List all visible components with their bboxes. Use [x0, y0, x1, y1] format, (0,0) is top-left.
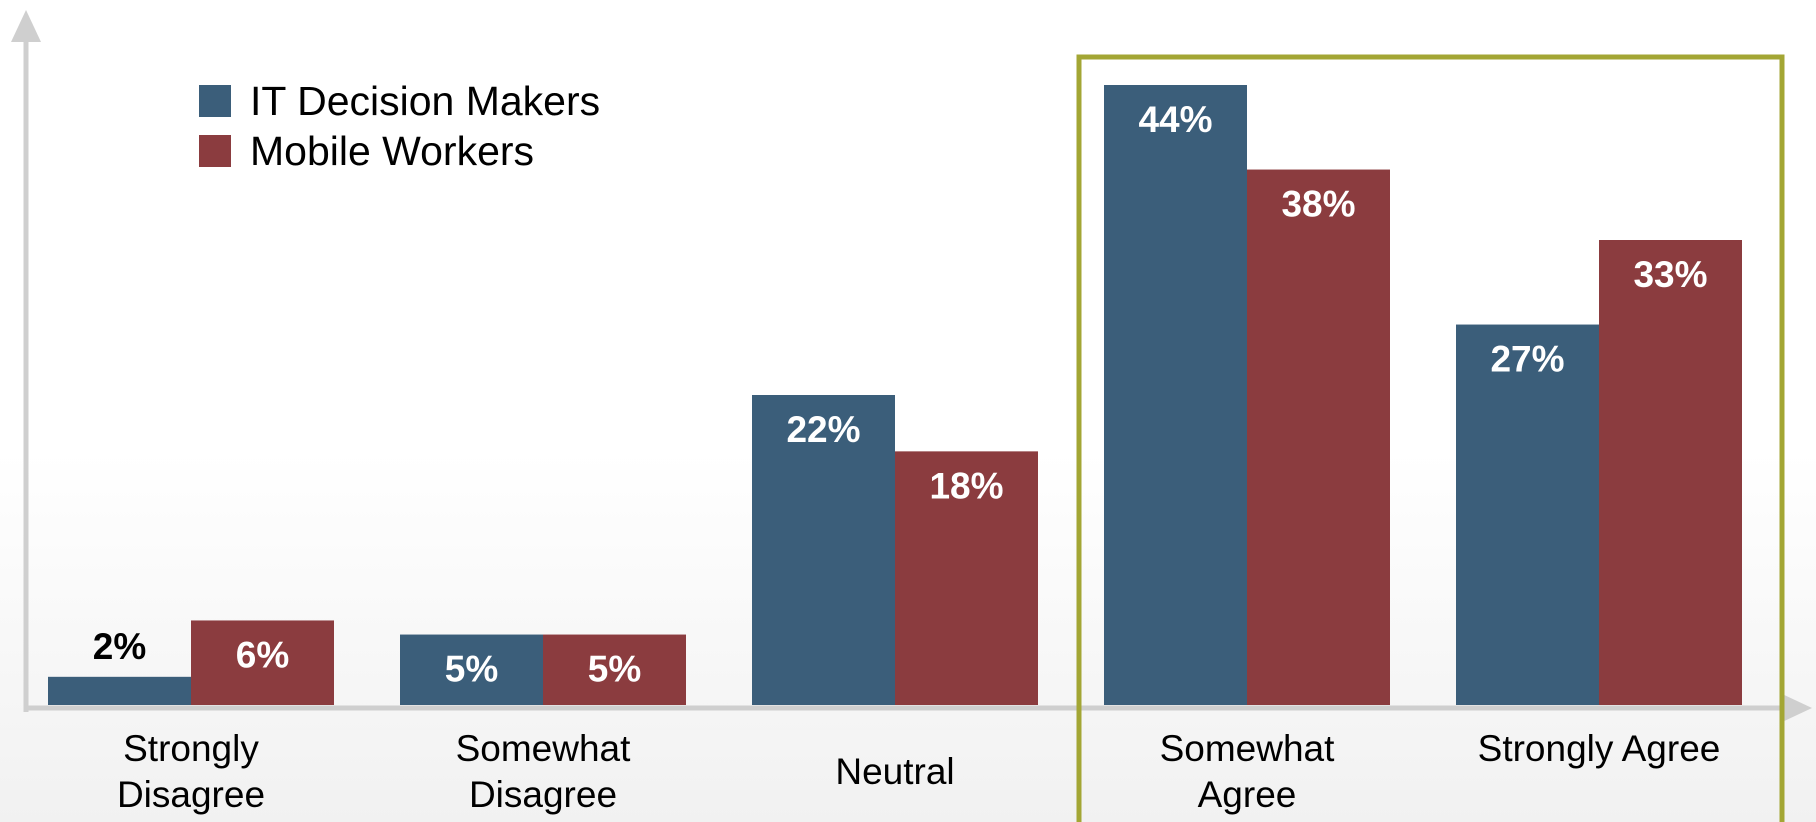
data-label: 2% [93, 626, 146, 667]
category-label: Agree [1198, 774, 1297, 815]
category-label: Somewhat [456, 728, 632, 769]
bar-it-decision-makers-2 [752, 395, 895, 705]
category-label: Neutral [835, 751, 954, 792]
data-label: 44% [1138, 99, 1212, 140]
category-label: Disagree [469, 774, 617, 815]
category-label: Strongly [123, 728, 259, 769]
bar-mobile-workers-2 [895, 451, 1038, 705]
highlight-box [1076, 54, 1785, 822]
bar-mobile-workers-3 [1247, 169, 1390, 705]
category-labels: Strongly Disagree Somewhat Disagree Neutral S… [117, 728, 1720, 815]
data-label: 38% [1281, 184, 1355, 225]
data-labels: 2% 6% 5% 5% 22% 18% 44% 38% 27% 33% [93, 99, 1708, 690]
data-label: 5% [445, 649, 498, 690]
category-label: Strongly Agree [1478, 728, 1721, 769]
bar-it-decision-makers-0 [48, 676, 191, 705]
data-label: 6% [236, 634, 289, 675]
data-label: 22% [786, 409, 860, 450]
category-label: Somewhat [1160, 728, 1336, 769]
category-label: Disagree [117, 774, 265, 815]
bar-mobile-workers-4 [1599, 240, 1742, 705]
legend-label: Mobile Workers [250, 128, 534, 174]
bar-it-decision-makers-3 [1104, 85, 1247, 705]
bar-mobile-workers-1 [543, 634, 686, 705]
bar-it-decision-makers-4 [1456, 324, 1599, 705]
bar-mobile-workers-0 [191, 620, 334, 705]
highlight-rectangle [1076, 54, 1785, 822]
data-label: 5% [588, 649, 641, 690]
data-label: 33% [1633, 254, 1707, 295]
y-axis-arrow [11, 10, 41, 42]
axes [11, 10, 1812, 723]
legend-swatch [199, 135, 231, 167]
x-axis-arrow [1780, 693, 1812, 723]
data-label: 27% [1490, 339, 1564, 380]
legend-label: IT Decision Makers [250, 78, 600, 124]
data-label: 18% [929, 465, 1003, 506]
bar-it-decision-makers-1 [400, 634, 543, 705]
bars [48, 85, 1742, 705]
legend-swatch [199, 85, 231, 117]
